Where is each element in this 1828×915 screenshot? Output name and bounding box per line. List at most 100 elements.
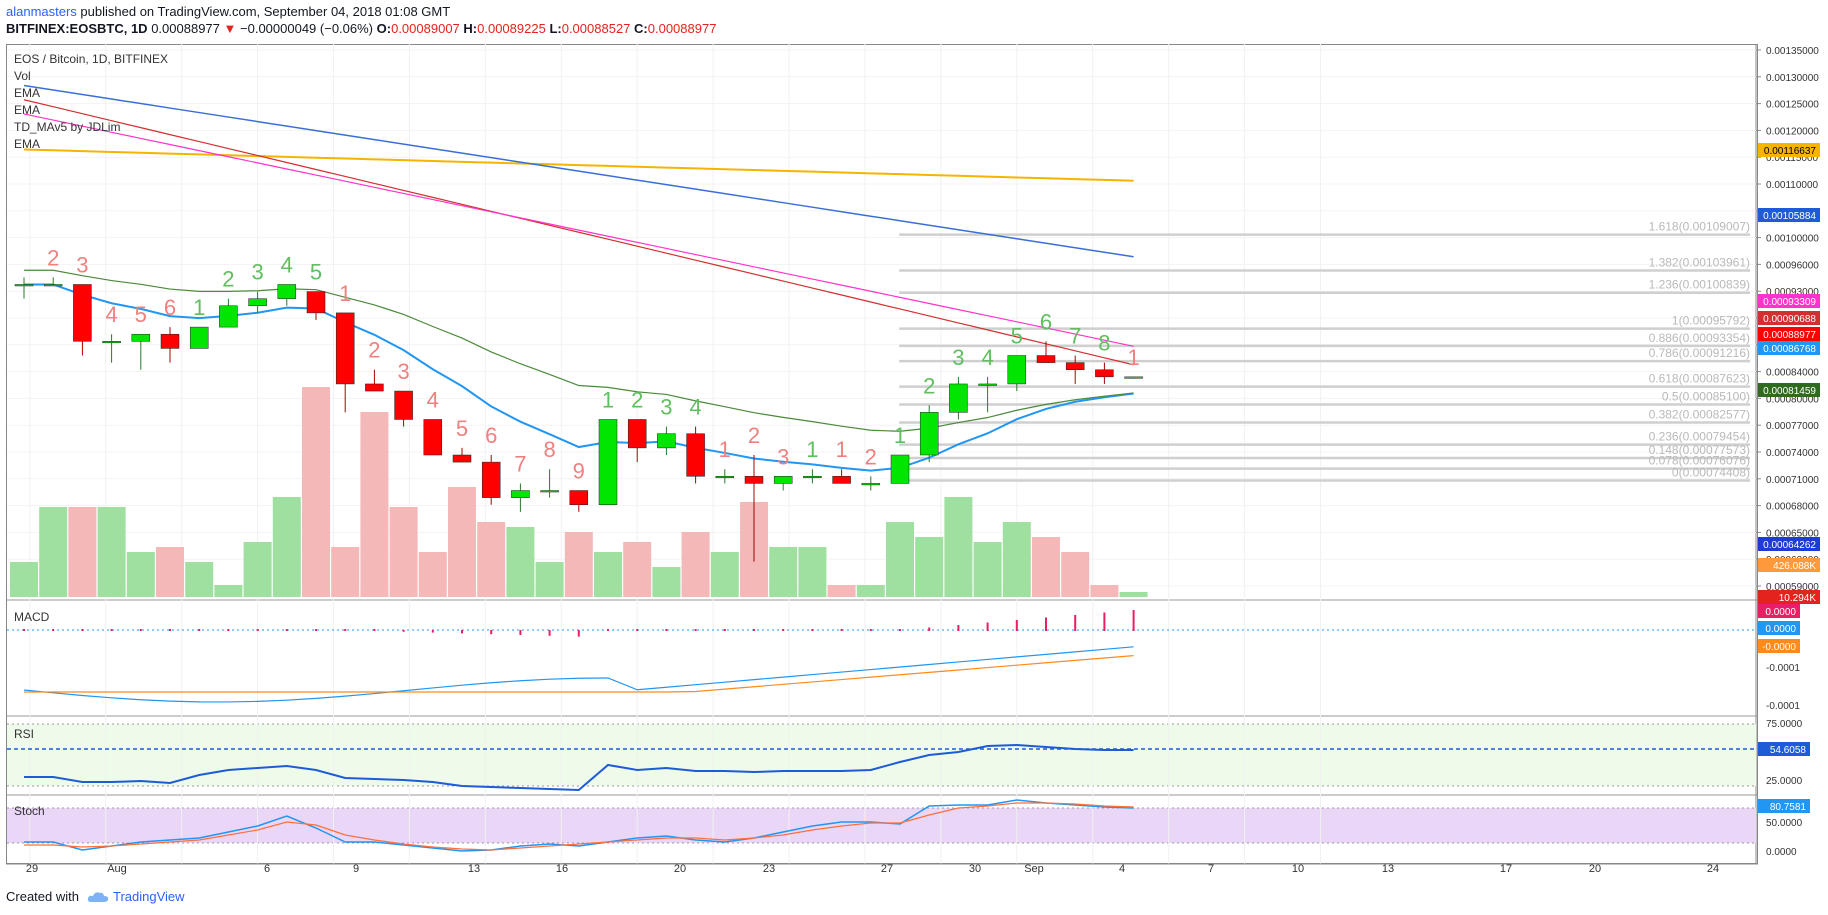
last-price: 0.00088977 <box>151 21 220 36</box>
macd-histogram-bar <box>139 629 142 631</box>
candle-body <box>861 483 881 486</box>
td-count-label: 8 <box>543 437 555 462</box>
candle-body <box>277 284 297 299</box>
price-axis-label: 0.00115000 <box>1766 153 1819 164</box>
close-value: 0.00088977 <box>647 21 717 36</box>
candle-body <box>394 390 413 420</box>
volume-bar <box>798 547 827 597</box>
candle-body <box>335 312 355 385</box>
macd-histogram-bar <box>957 625 960 631</box>
td-count-label: 3 <box>777 444 789 469</box>
candle-body <box>43 284 63 287</box>
time-axis-label: 27 <box>881 863 893 875</box>
macd-line <box>23 646 1134 703</box>
macd-tag <box>1758 639 1800 653</box>
price-tag <box>1758 208 1820 222</box>
stoch-label: Stoch <box>14 804 45 818</box>
macd-histogram-bar <box>1074 615 1077 631</box>
price-tag <box>1758 143 1820 157</box>
volume-bar <box>564 532 593 597</box>
candle-body <box>832 476 851 484</box>
price-tag <box>1758 537 1820 551</box>
macd-histogram-bar <box>373 629 376 631</box>
time-axis-label: 7 <box>1208 863 1214 875</box>
cloud-icon <box>87 891 109 902</box>
price-axis-label: 0.00068000 <box>1766 502 1819 513</box>
volume-bar <box>214 585 243 597</box>
candle-body <box>1124 376 1143 379</box>
price-axis-label: 0.00074000 <box>1766 448 1819 459</box>
candle-body <box>1095 369 1114 378</box>
candle-body <box>160 333 180 349</box>
volume-bar <box>973 542 1002 597</box>
volume-bar <box>1119 592 1148 597</box>
macd-histogram-bar <box>315 629 317 631</box>
tradingview-logo[interactable]: TradingView <box>87 889 185 904</box>
volume-bar <box>1090 585 1119 597</box>
ema-line <box>24 283 1134 472</box>
legend-item-ema-3[interactable]: EMA <box>14 137 41 151</box>
macd-histogram-bar <box>431 630 434 633</box>
time-axis-label: 20 <box>674 863 686 875</box>
td-count-label: 5 <box>135 302 147 327</box>
volume-bar <box>418 552 447 597</box>
time-axis-label: 16 <box>556 863 568 875</box>
ema-navy-line <box>23 84 1134 258</box>
price-axis-label: 0.00077000 <box>1766 421 1819 432</box>
legend-item-vol[interactable]: Vol <box>14 69 31 83</box>
open-label: O: <box>376 21 392 36</box>
author-link[interactable]: alanmasters <box>6 4 77 19</box>
price-axis-label: 0.00080000 <box>1766 394 1819 405</box>
td-count-label: 3 <box>660 395 672 420</box>
legend-item-ema-2[interactable]: EMA <box>14 103 41 117</box>
rsi-tag <box>1758 742 1810 756</box>
td-count-label: 3 <box>952 345 964 370</box>
fib-level-label: 1.236(0.00100839) <box>1649 278 1750 292</box>
price-axis-label: 0.00096000 <box>1766 260 1819 271</box>
volume-bar <box>535 562 564 597</box>
macd-histogram-bar <box>753 629 755 631</box>
stoch-d-line <box>24 802 1134 851</box>
legend-item-td[interactable]: TD_MAv5 by JDLim <box>14 120 121 134</box>
low-label: L: <box>549 21 562 36</box>
price-axis-label: 0.00120000 <box>1766 126 1819 137</box>
candle-body <box>219 305 238 328</box>
td-count-label: 5 <box>456 416 468 441</box>
td-count-label: 1 <box>1127 345 1139 370</box>
legend-item-ema-1[interactable]: EMA <box>14 86 41 100</box>
volume-bar <box>68 507 97 597</box>
close-label: C: <box>634 21 648 36</box>
candle-body <box>452 454 472 463</box>
time-axis-label: 20 <box>1589 863 1601 875</box>
symbol-label: BITFINEX:EOSBTC, 1D <box>6 21 148 36</box>
time-axis-label: Sep <box>1024 863 1044 875</box>
candle-body <box>481 461 501 498</box>
stoch-axis-label: 50.0000 <box>1766 818 1803 829</box>
price-chart[interactable]: 0.00135000 0.00130000 0.00125000 0.00120000… <box>0 0 1828 880</box>
macd-tag-label: 0.0000 <box>1765 624 1796 635</box>
td-count-label: 8 <box>1098 331 1110 356</box>
volume-bar <box>710 552 739 597</box>
volume-bar <box>243 542 272 597</box>
price-axis-label: 0.00125000 <box>1766 100 1819 111</box>
time-axis-label: 30 <box>969 863 981 875</box>
td-count-label: 1 <box>894 423 906 448</box>
price-axis-label: 0.00071000 <box>1766 475 1819 486</box>
candle-body <box>744 476 764 484</box>
stoch-axis-label: 0.0000 <box>1766 847 1797 858</box>
macd-histogram-bar <box>928 627 931 631</box>
macd-histogram-bar <box>110 629 113 631</box>
low-value: 0.00088527 <box>561 21 631 36</box>
macd-histogram-bar <box>577 630 580 637</box>
stoch-tag <box>1758 799 1810 813</box>
volume-bar <box>331 547 360 597</box>
fib-level-label: 0(0.00074408) <box>1672 466 1750 480</box>
price-tag-label: 0.00081459 <box>1763 386 1816 397</box>
volume-bar <box>681 532 710 597</box>
macd-histogram-bar <box>52 629 55 631</box>
macd-histogram-bar <box>665 629 668 631</box>
macd-label: MACD <box>14 610 50 624</box>
volume-bar <box>1002 522 1031 597</box>
fib-level-label: 0.236(0.00079454) <box>1649 430 1750 444</box>
volume-bar <box>448 487 476 597</box>
